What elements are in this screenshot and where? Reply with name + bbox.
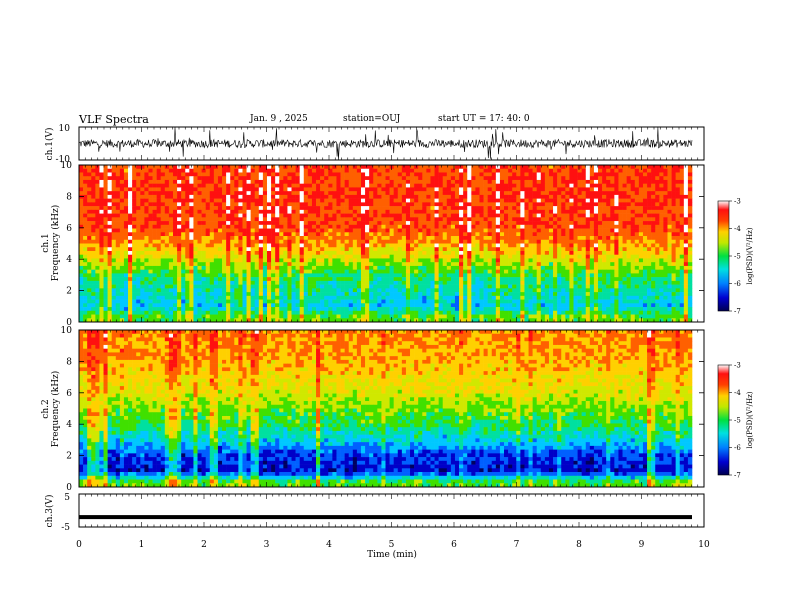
ch2-colorbar-ticks: -3 -4 -5 -6 -7: [729, 362, 741, 480]
date-label: Jan. 9 , 2025: [250, 114, 308, 124]
time-tick-label: 10: [698, 540, 710, 550]
ch1-ytick-bottom: -10: [56, 155, 71, 165]
frequency-tick-label: 0: [66, 483, 72, 493]
time-tick-label: 4: [326, 540, 332, 550]
ch2-frequency-axis-label: Frequency (kHz): [50, 371, 61, 448]
ch3-waveform-ylabel: ch.3(V): [44, 495, 55, 528]
time-tick-label: 1: [139, 540, 145, 550]
colorbar-tick-label: -7: [734, 472, 741, 480]
ch1-waveform-ylabel: ch.1(V): [44, 128, 55, 161]
ch1-colorbar-ticks: -3 -4 -5 -6 -7: [729, 198, 741, 316]
ch2-colorbar-label: log(PSD)(V²/Hz): [746, 391, 754, 448]
time-tick-label: 2: [201, 540, 207, 550]
colorbar-tick-label: -6: [734, 444, 741, 452]
colorbar-tick-label: -4: [734, 389, 741, 397]
colorbar-tick-label: -5: [734, 253, 741, 261]
colorbar-tick-label: -3: [734, 362, 741, 370]
time-tick-label: 8: [576, 540, 582, 550]
colorbar-tick-label: -6: [734, 280, 741, 288]
ch2-spectrogram-image: [79, 330, 704, 488]
frequency-tick-label: 6: [66, 389, 72, 399]
time-axis-label: Time (min): [367, 549, 417, 560]
colorbar-tick-label: -5: [734, 417, 741, 425]
time-tick-label: 7: [514, 540, 520, 550]
ch2-channel-label: ch.2: [41, 399, 51, 418]
ch1-ytick-top: 10: [59, 124, 71, 134]
ch1-colorbar-label: log(PSD)(V²/Hz): [746, 227, 754, 284]
figure-title: VLF Spectra: [79, 113, 149, 126]
ch1-spectrogram-image: [79, 165, 704, 323]
time-tick-label: 0: [76, 540, 82, 550]
frequency-tick-label: 4: [66, 420, 72, 430]
frequency-tick-label: 4: [66, 255, 72, 265]
start-time-label: start UT = 17: 40: 0: [438, 114, 530, 124]
ch3-ytick-top: 5: [64, 493, 70, 503]
frequency-tick-label: 8: [66, 192, 72, 202]
frequency-tick-label: 0: [66, 318, 72, 328]
ch1-colorbar: [717, 200, 730, 312]
ch3-ytick-bottom: -5: [61, 523, 70, 533]
time-tick-label: 5: [389, 540, 395, 550]
colorbar-tick-label: -4: [734, 225, 741, 233]
station-label: station=OUJ: [343, 114, 401, 124]
time-axis-ticks: 0 1 2 3 4 5 6 7 8 9 10: [76, 127, 710, 550]
frequency-tick-label: 2: [66, 287, 72, 297]
time-tick-label: 3: [264, 540, 270, 550]
colorbar-tick-label: -7: [734, 308, 741, 316]
frequency-tick-label: 10: [61, 326, 73, 336]
time-tick-label: 9: [639, 540, 645, 550]
frequency-tick-label: 6: [66, 224, 72, 234]
ch1-frequency-ticks: 0 2 4 6 8 10: [61, 161, 704, 328]
ch3-waveform-line: [79, 515, 692, 520]
frequency-tick-label: 8: [66, 357, 72, 367]
frequency-tick-label: 2: [66, 452, 72, 462]
ch1-frequency-axis-label: Frequency (kHz): [50, 205, 61, 282]
colorbar-tick-label: -3: [734, 198, 741, 206]
ch2-colorbar: [717, 364, 730, 476]
ch3-waveform-panel: 5 -5 ch.3(V): [44, 493, 705, 533]
ch1-waveform-line: [78, 127, 693, 160]
ch1-waveform-panel: 10 -10 ch.1(V): [44, 124, 705, 165]
ch2-frequency-ticks: 0 2 4 6 8 10: [61, 326, 704, 493]
time-tick-label: 6: [451, 540, 457, 550]
frequency-tick-label: 10: [61, 161, 73, 171]
ch1-channel-label: ch.1: [41, 233, 51, 252]
